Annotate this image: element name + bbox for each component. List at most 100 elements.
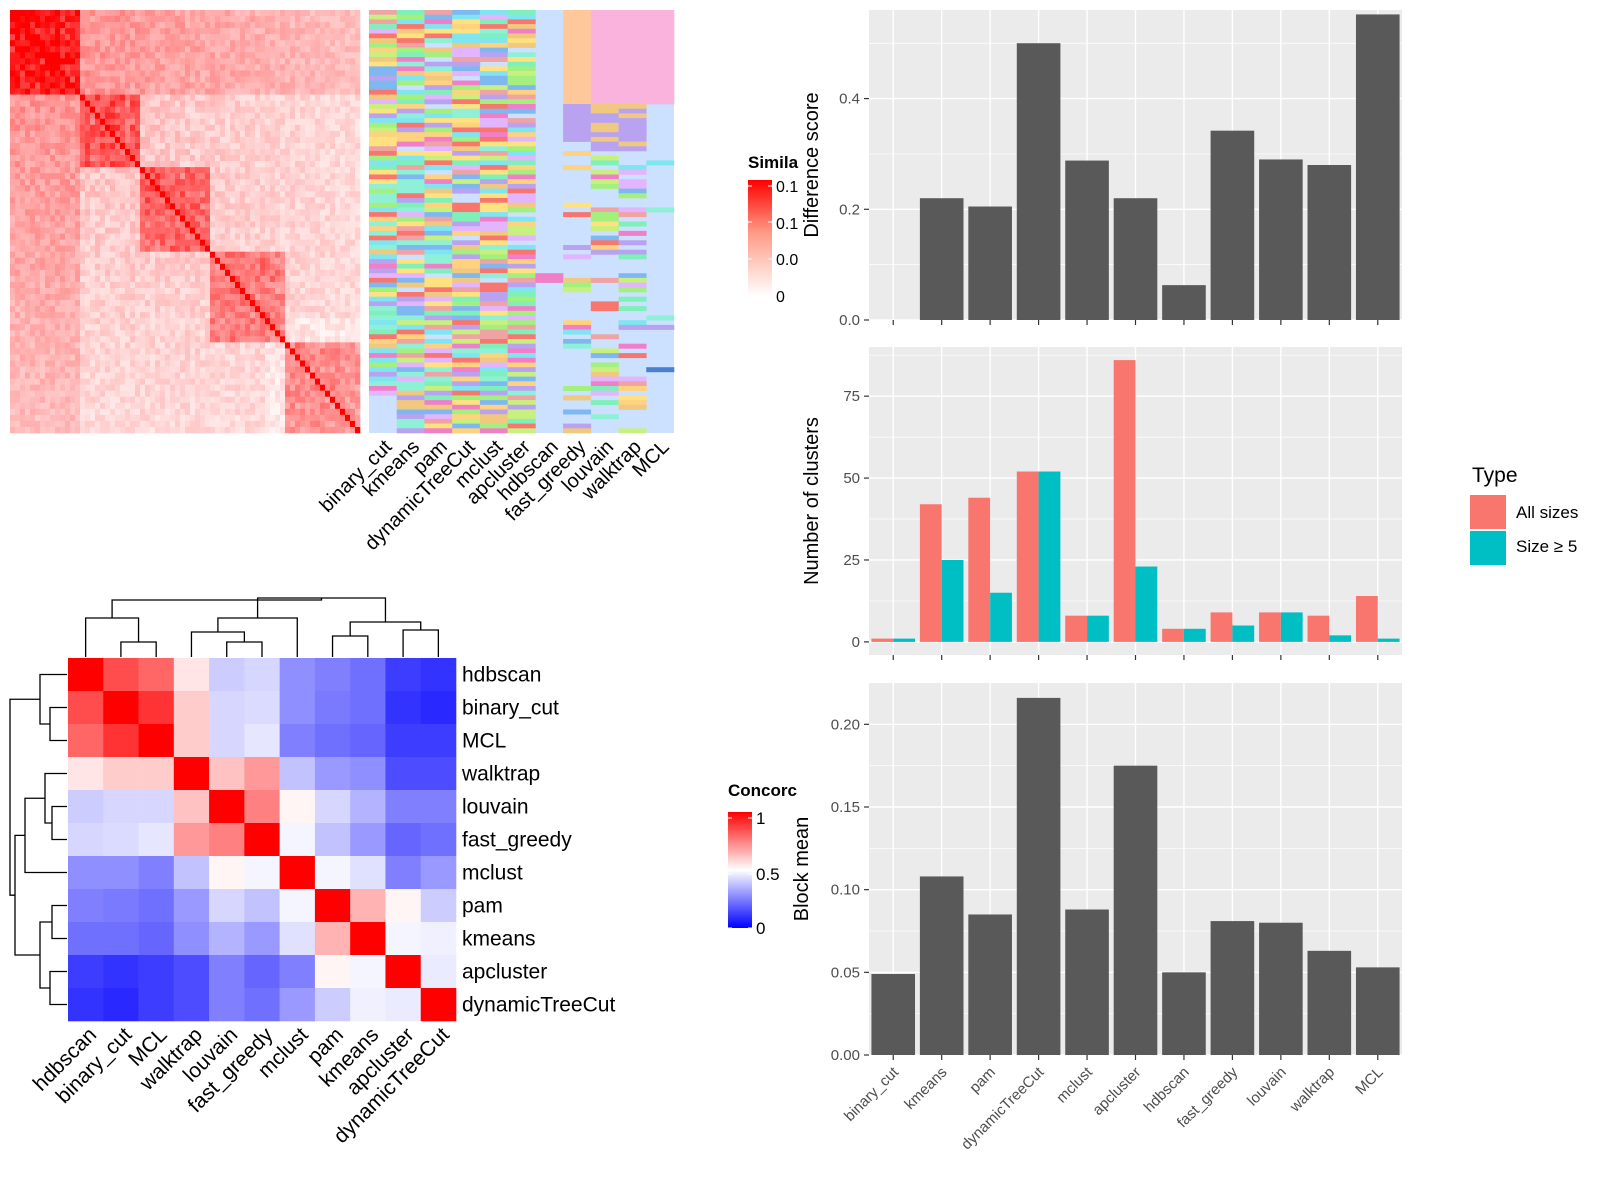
similarity-cell [135,263,141,271]
similarity-cell [335,354,341,361]
similarity-cell [140,167,146,174]
similarity-cell [165,191,171,198]
similarity-cell [205,366,211,373]
similarity-cell [340,203,346,210]
similarity-cell [200,396,206,404]
similarity-cell [215,88,221,95]
similarity-cell [255,197,261,204]
similarity-cell [265,155,271,162]
similarity-cell [25,263,31,271]
similarity-cell [175,106,181,114]
similarity-cell [65,245,71,253]
similarity-cell [280,136,286,144]
similarity-cell [355,312,361,319]
similarity-cell [95,215,101,222]
similarity-cell [300,22,306,29]
similarity-cell [225,221,231,228]
similarity-cell [230,336,236,343]
similarity-cell [150,136,156,144]
similarity-cell [190,203,196,210]
similarity-cell [345,372,351,379]
similarity-cell [120,112,126,120]
similarity-cell [165,402,171,410]
similarity-cell [110,342,116,349]
similarity-cell [70,179,76,186]
similarity-cell [315,221,321,228]
similarity-cell [205,306,211,313]
similarity-cell [125,106,131,114]
similarity-cell [215,233,221,240]
similarity-cell [315,251,321,259]
similarity-cell [125,251,131,259]
similarity-cell [50,100,56,107]
similarity-cell [205,197,211,204]
similarity-cell [300,360,306,367]
annotation-cell [369,339,398,344]
similarity-cell [350,28,356,35]
similarity-cell [245,294,251,301]
similarity-cell [175,191,181,198]
similarity-cell [335,46,341,53]
similarity-cell [15,294,21,301]
similarity-cell [210,300,216,307]
similarity-cell [175,64,181,71]
similarity-cell [140,318,146,325]
similarity-cell [130,124,136,132]
similarity-cell [350,257,356,265]
similarity-cell [15,360,21,367]
similarity-cell [145,366,151,373]
similarity-cell [260,414,266,422]
similarity-cell [70,251,76,259]
similarity-cell [285,312,291,319]
similarity-cell [110,94,116,101]
similarity-cell [10,161,16,168]
similarity-cell [320,76,326,83]
similarity-cell [20,245,26,253]
similarity-cell [265,52,271,59]
similarity-cell [255,366,261,373]
similarity-cell [235,312,241,319]
similarity-cell [340,191,346,198]
similarity-cell [155,348,161,355]
similarity-cell [30,179,36,186]
similarity-cell [70,100,76,107]
similarity-cell [235,142,241,150]
similarity-cell [205,173,211,180]
similarity-cell [90,366,96,373]
similarity-cell [35,378,41,385]
similarity-cell [75,136,81,144]
similarity-cell [195,275,201,283]
similarity-cell [170,330,176,337]
similarity-cell [235,306,241,313]
similarity-cell [105,294,111,301]
similarity-cell [315,106,321,114]
similarity-cell [175,179,181,186]
annotation-cell [369,155,398,161]
similarity-cell [40,161,46,168]
similarity-cell [270,161,276,168]
similarity-cell [65,281,71,289]
similarity-cell [90,203,96,210]
similarity-cell [170,372,176,379]
similarity-cell [280,94,286,101]
similarity-cell [280,197,286,204]
similarity-cell [345,130,351,138]
similarity-cell [85,16,91,23]
similarity-cell [90,106,96,114]
similarity-cell [130,402,136,410]
similarity-cell [40,342,46,349]
similarity-cell [265,167,271,174]
similarity-cell [50,209,56,216]
similarity-cell [45,294,51,301]
similarity-cell [250,82,256,89]
similarity-cell [30,402,36,410]
similarity-cell [20,420,26,428]
similarity-cell [315,263,321,271]
similarity-cell [275,161,281,168]
similarity-cell [250,251,256,259]
similarity-cell [35,28,41,35]
similarity-cell [110,414,116,422]
similarity-cell [145,148,151,156]
similarity-cell [25,318,31,325]
similarity-cell [285,88,291,95]
